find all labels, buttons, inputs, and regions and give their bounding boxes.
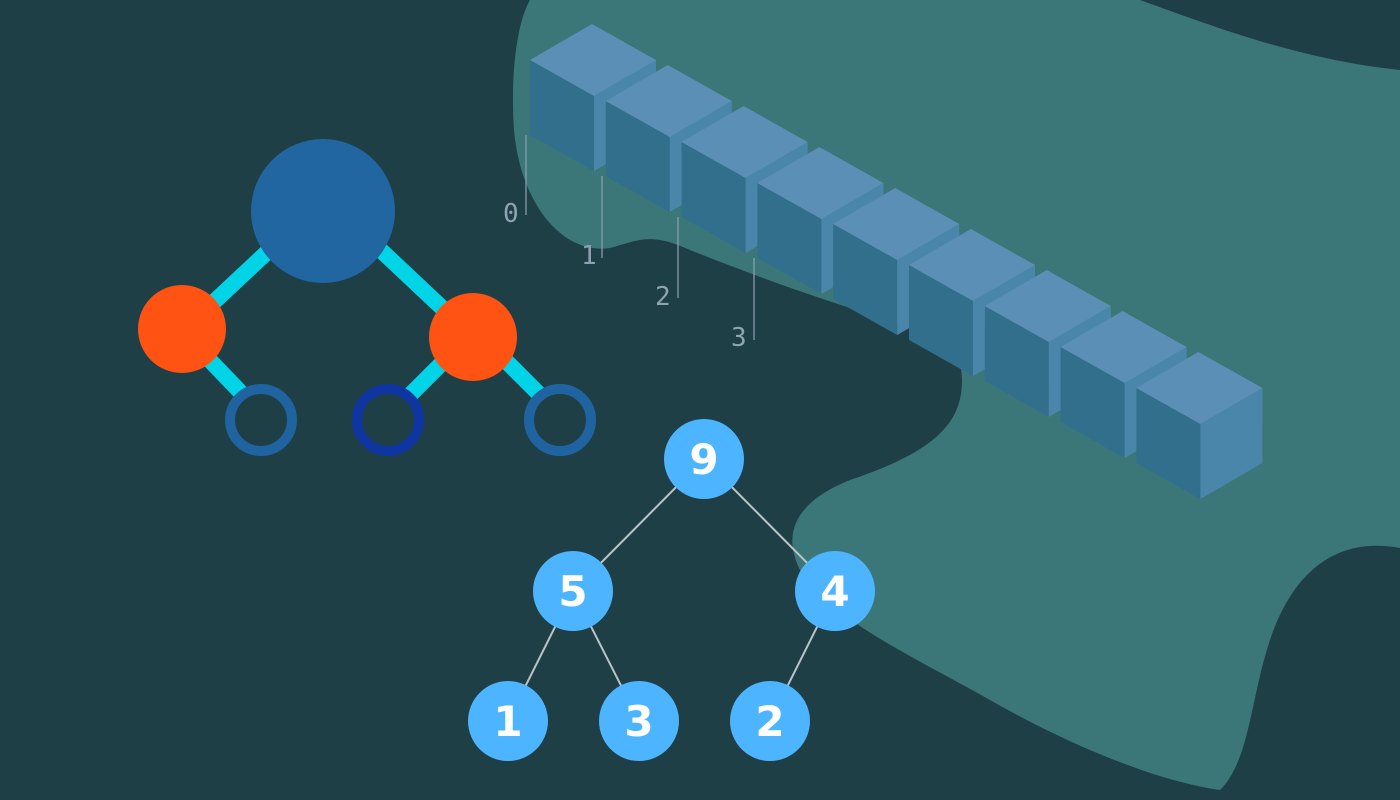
heap-node: 5 — [533, 551, 613, 631]
tree-edge — [364, 234, 461, 326]
cube-front-face — [757, 183, 822, 294]
heap-node-circle — [599, 681, 679, 761]
abstract-tree — [138, 139, 596, 456]
heap-node-value: 1 — [493, 697, 522, 746]
cube-top-face — [530, 24, 656, 96]
cube-top-face — [1136, 352, 1263, 424]
heap-node-value: 5 — [558, 567, 587, 616]
cube-top-face — [757, 147, 884, 219]
tree-child-node-icon — [429, 293, 517, 381]
cube-front-face — [605, 101, 670, 212]
cube-side-face — [1200, 388, 1263, 499]
cube-top-face — [909, 229, 1035, 301]
tree-leaf-ring-icon — [225, 384, 297, 456]
heap-node-circle — [730, 681, 810, 761]
cube-top-face — [605, 65, 732, 137]
cube-front-face — [1136, 388, 1201, 499]
cube-top-face — [681, 106, 808, 178]
array-index-guides: 0 1 2 3 — [503, 135, 755, 353]
heap-node-circle — [664, 419, 744, 499]
tree-leaf-ring-icon — [352, 384, 424, 456]
cube-front-face — [833, 224, 898, 335]
tree-leaf-ring-icon — [524, 384, 596, 456]
cube-front-face — [681, 142, 746, 253]
array-cell-cube — [1136, 352, 1263, 499]
heap-tree: 9 5 4 1 3 2 — [468, 419, 875, 761]
heap-nodes: 9 5 4 1 3 2 — [468, 419, 875, 761]
cube-front-face — [1060, 347, 1125, 458]
cube-front-face — [530, 60, 594, 171]
cube-top-face — [833, 188, 960, 260]
heap-node-value: 4 — [820, 567, 849, 616]
cube-top-face — [1060, 311, 1187, 383]
heap-node-circle — [795, 551, 875, 631]
heap-node-circle — [468, 681, 548, 761]
heap-node-value: 3 — [624, 697, 653, 746]
cube-front-face — [909, 265, 973, 376]
heap-node: 1 — [468, 681, 548, 761]
array-index-label: 0 — [503, 199, 519, 229]
heap-node-value: 9 — [689, 435, 718, 484]
tree-child-node-icon — [138, 285, 226, 373]
cube-front-face — [984, 306, 1049, 417]
heap-node: 9 — [664, 419, 744, 499]
tree-root-node-icon — [251, 139, 395, 283]
array-index-label: 2 — [655, 282, 671, 312]
array-cubes — [530, 24, 1263, 499]
heap-node: 3 — [599, 681, 679, 761]
array-index-label: 3 — [731, 323, 747, 353]
heap-node: 2 — [730, 681, 810, 761]
heap-node-circle — [533, 551, 613, 631]
heap-node-value: 2 — [755, 697, 784, 746]
array-index-label: 1 — [581, 241, 597, 271]
heap-node: 4 — [795, 551, 875, 631]
cube-top-face — [984, 270, 1111, 342]
